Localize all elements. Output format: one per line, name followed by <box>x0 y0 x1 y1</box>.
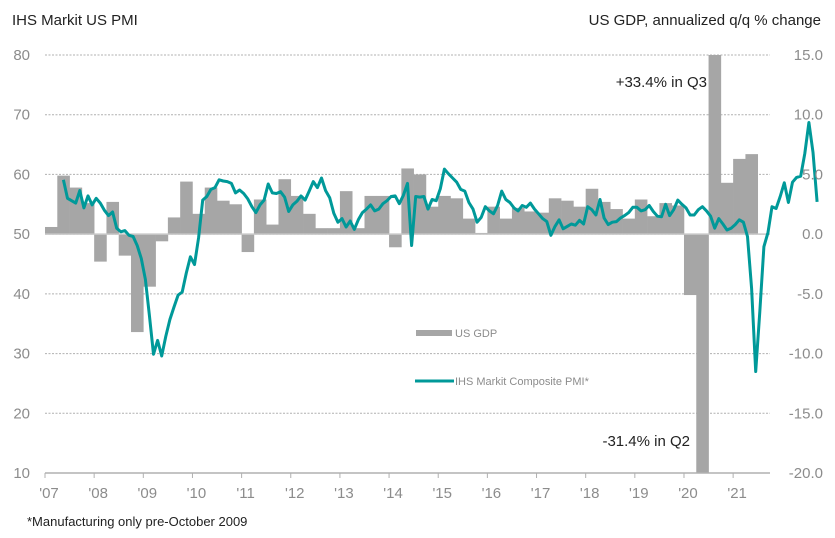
gdp-bar <box>425 206 439 235</box>
left-axis-title: IHS Markit US PMI <box>12 12 138 29</box>
gdp-bar <box>155 234 169 242</box>
gdp-bar <box>622 218 636 235</box>
gdp-bar <box>634 199 648 235</box>
gdp-bar <box>204 187 218 235</box>
right-tick-label: 0.0 <box>802 226 823 243</box>
right-axis-title: US GDP, annualized q/q % change <box>588 12 821 29</box>
right-tick-label: 15.0 <box>794 47 823 64</box>
x-tick-label: '07 <box>39 485 59 502</box>
footnote: *Manufacturing only pre-October 2009 <box>27 514 248 529</box>
annotation-q2: -31.4% in Q2 <box>602 433 690 450</box>
gdp-bar <box>364 195 378 235</box>
x-tick-label: '17 <box>531 485 551 502</box>
gdp-bar <box>450 198 464 235</box>
gdp-bars <box>45 55 759 473</box>
x-tick-label: '11 <box>236 485 254 502</box>
gdp-bar <box>683 234 697 296</box>
left-tick-label: 80 <box>13 47 30 64</box>
left-tick-label: 30 <box>13 346 30 363</box>
right-tick-label: -10.0 <box>789 346 823 363</box>
gdp-bar <box>217 200 230 235</box>
x-tick-label: '14 <box>383 485 403 502</box>
gdp-bar <box>118 234 132 256</box>
gdp-bar <box>327 228 341 235</box>
gdp-bar <box>315 228 328 235</box>
legend-label-gdp: US GDP <box>455 328 497 340</box>
gdp-bar <box>708 55 722 235</box>
gdp-bar <box>511 207 525 235</box>
gdp-bar <box>167 217 181 235</box>
gdp-bar <box>69 187 83 235</box>
left-tick-label: 70 <box>13 107 30 124</box>
right-tick-label: 10.0 <box>794 107 823 124</box>
gdp-bar <box>671 205 685 235</box>
x-axis-ticks: '07 '08 '09 '10 '11 '12 '13 '14 '15 '16 '17 '18 '19 '… <box>39 473 747 502</box>
gdp-bar <box>696 234 709 473</box>
annotation-q3: +33.4% in Q3 <box>616 74 707 91</box>
right-tick-label: -15.0 <box>789 405 823 422</box>
gdp-bar <box>536 212 550 235</box>
legend-label-pmi: IHS Markit Composite PMI* <box>455 376 590 388</box>
gdp-bar <box>745 154 759 235</box>
gdp-bar <box>303 213 316 235</box>
x-tick-label: '19 <box>629 485 649 502</box>
gdp-bar <box>45 226 58 235</box>
x-tick-label: '12 <box>285 485 305 502</box>
x-tick-label: '15 <box>432 485 452 502</box>
gdp-bar <box>352 228 365 235</box>
gdp-bar <box>94 234 107 262</box>
legend: US GDP IHS Markit Composite PMI* <box>415 328 590 388</box>
x-tick-label: '08 <box>88 485 108 502</box>
right-tick-label: -5.0 <box>797 286 823 303</box>
right-tick-label: -20.0 <box>789 465 823 482</box>
gdp-bar <box>389 234 402 248</box>
left-tick-label: 60 <box>13 166 30 183</box>
gdp-bar <box>229 204 242 235</box>
pmi-line-group <box>61 121 819 373</box>
gdp-bar <box>413 174 427 235</box>
left-tick-label: 40 <box>13 286 30 303</box>
x-tick-label: '18 <box>580 485 600 502</box>
x-tick-label: '16 <box>482 485 502 502</box>
left-tick-label: 20 <box>13 405 30 422</box>
right-axis-ticks: 15.0 10.0 5.0 0.0 -5.0 -10.0 -15.0 -20.0 <box>789 47 823 482</box>
legend-swatch-gdp <box>416 330 452 336</box>
gdp-bar <box>266 224 279 235</box>
left-axis-ticks: 80 70 60 50 40 30 20 10 <box>13 47 30 482</box>
left-tick-label: 10 <box>13 465 30 482</box>
gdp-bar <box>438 195 451 235</box>
gdp-bar <box>462 218 476 235</box>
x-tick-label: '10 <box>187 485 207 502</box>
pmi-line <box>61 121 819 373</box>
x-tick-label: '09 <box>138 485 158 502</box>
gdp-bar <box>241 234 255 253</box>
gdp-bar <box>733 158 746 235</box>
left-tick-label: 50 <box>13 226 30 243</box>
gdp-bar <box>81 203 95 235</box>
gdp-bar <box>720 182 734 235</box>
gdp-bar <box>548 198 562 235</box>
gdp-bar <box>487 206 500 235</box>
x-tick-label: '20 <box>678 485 698 502</box>
gdp-bar <box>499 218 513 235</box>
annotations: +33.4% in Q3 -31.4% in Q2 <box>602 74 707 450</box>
gdp-bar <box>278 179 292 235</box>
right-tick-label: 5.0 <box>802 166 823 183</box>
x-tick-label: '21 <box>727 485 747 502</box>
x-tick-label: '13 <box>334 485 354 502</box>
gdp-bar <box>647 216 660 235</box>
gdp-bar <box>143 234 156 287</box>
gdp-bar <box>180 181 193 235</box>
gdp-bar <box>524 211 537 235</box>
